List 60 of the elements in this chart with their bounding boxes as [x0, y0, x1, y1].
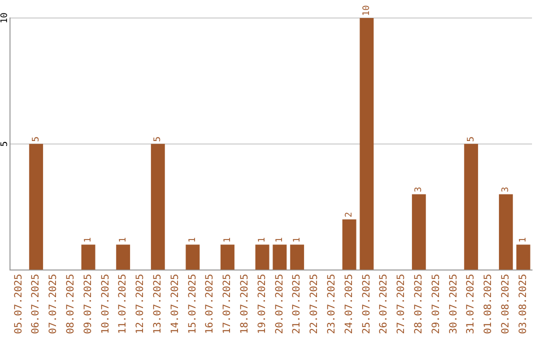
data-label: 1: [118, 237, 128, 243]
x-tick-label: 28.07.2025: [413, 274, 424, 334]
x-tick-label: 12.07.2025: [135, 274, 146, 334]
data-label: 3: [414, 186, 424, 192]
x-tick-label: 05.07.2025: [13, 274, 24, 334]
bar: [464, 144, 478, 270]
x-tick-label: 21.07.2025: [292, 274, 303, 334]
bar: [220, 244, 234, 270]
data-label: 1: [188, 237, 198, 243]
data-label: 1: [275, 237, 286, 243]
x-tick-label: 03.08.2025: [518, 274, 529, 334]
x-tick-label: 20.07.2025: [274, 274, 286, 334]
x-tick-label: 17.07.2025: [222, 274, 234, 334]
x-tick-label: 18.07.2025: [239, 274, 250, 334]
bar: [516, 244, 530, 270]
x-tick-label: 16.07.2025: [204, 274, 216, 334]
x-tick-label: 02.08.2025: [500, 274, 512, 334]
x-tick-label: 06.07.2025: [30, 274, 42, 334]
x-tick-label: 30.07.2025: [448, 274, 460, 334]
x-tick-label: 08.07.2025: [65, 274, 76, 334]
data-label: 1: [518, 237, 529, 243]
bar: [412, 194, 426, 270]
bar: [116, 244, 130, 270]
data-label: 2: [344, 212, 355, 218]
bar: [342, 219, 356, 270]
x-tick-label: 29.07.2025: [430, 274, 442, 334]
x-tick-label: 13.07.2025: [152, 274, 164, 334]
x-tick-label: 25.07.2025: [361, 274, 372, 334]
bar: [81, 244, 96, 270]
x-tick-label: 19.07.2025: [256, 274, 268, 334]
data-label: 5: [31, 136, 42, 142]
x-tick-label: 14.07.2025: [170, 274, 181, 334]
bar: [272, 244, 287, 270]
x-tick-label: 11.07.2025: [118, 274, 129, 334]
data-label: 5: [153, 136, 164, 142]
x-tick-label: 23.07.2025: [326, 274, 338, 334]
data-label: 1: [258, 237, 268, 243]
x-tick-label: 09.07.2025: [82, 274, 94, 334]
x-tick-label: 26.07.2025: [378, 274, 390, 334]
bar: [29, 144, 44, 270]
x-tick-label: 22.07.2025: [309, 274, 320, 334]
x-tick-label: 01.08.2025: [483, 274, 494, 334]
x-tick-label: 15.07.2025: [187, 274, 198, 334]
x-tick-label: 24.07.2025: [344, 274, 355, 334]
bar: [186, 244, 200, 270]
bar: [150, 144, 165, 270]
data-label: 5: [466, 136, 476, 142]
data-label: 10: [362, 5, 372, 16]
bar: [498, 194, 513, 270]
x-tick-label: 31.07.2025: [466, 274, 477, 334]
data-label: 3: [501, 186, 512, 192]
bar: [290, 244, 304, 270]
data-label: 1: [84, 237, 94, 243]
data-label: 1: [292, 237, 302, 243]
x-tick-label: 07.07.2025: [48, 274, 60, 334]
bar: [255, 244, 270, 270]
x-tick-label: 27.07.2025: [396, 274, 408, 334]
bar: [360, 18, 374, 270]
data-label: 1: [222, 237, 233, 243]
x-tick-label: 10.07.2025: [100, 274, 112, 334]
